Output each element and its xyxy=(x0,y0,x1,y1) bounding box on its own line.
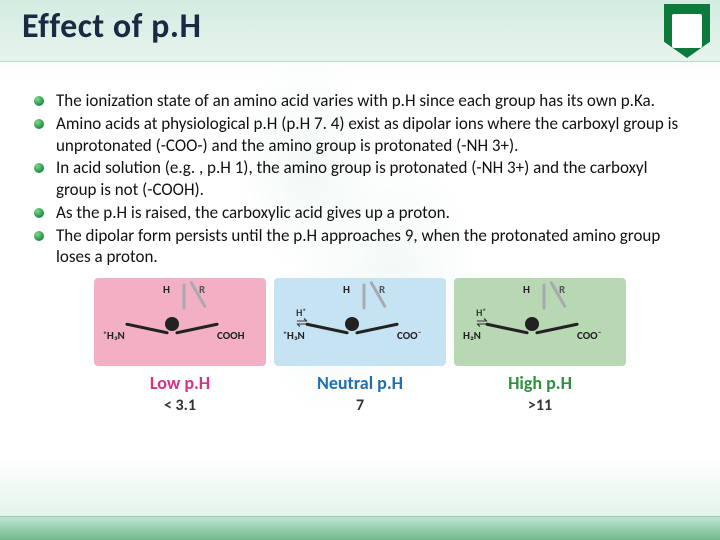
value-high-ph: >11 xyxy=(454,396,626,415)
bond-icon xyxy=(535,322,579,334)
atom-label-h: H xyxy=(523,283,530,296)
bond-icon xyxy=(543,284,546,310)
bond-icon xyxy=(363,284,366,310)
label-high-ph: High p.H xyxy=(454,372,626,394)
bond-icon xyxy=(125,322,169,334)
bullet-item: In acid solution (e.g. , p.H 1), the ami… xyxy=(34,157,686,201)
bullet-list: The ionization state of an amino acid va… xyxy=(34,90,686,268)
slide-title: Effect of p.H xyxy=(22,6,698,47)
molecule-low: H R ⁺H₃N COOH xyxy=(105,287,255,357)
bullet-item: Amino acids at physiological p.H (p.H 7.… xyxy=(34,113,686,157)
bond-icon xyxy=(175,322,219,334)
ph-label-row: Low p.H Neutral p.H High p.H xyxy=(80,372,640,394)
value-low-ph: < 3.1 xyxy=(94,396,266,415)
amino-label: ⁺H₃N xyxy=(103,329,125,342)
crest-logo xyxy=(664,4,710,58)
ph-diagram: H R ⁺H₃N COOH H R xyxy=(80,278,640,415)
equilibrium-arrows-icon: ⇌ xyxy=(458,319,504,326)
panel-low-ph: H R ⁺H₃N COOH xyxy=(94,278,266,366)
slide-body: The ionization state of an amino acid va… xyxy=(0,62,720,415)
label-neutral-ph: Neutral p.H xyxy=(274,372,446,394)
bullet-item: As the p.H is raised, the carboxylic aci… xyxy=(34,202,686,224)
atom-label-h: H xyxy=(343,283,350,296)
value-neutral-ph: 7 xyxy=(274,396,446,415)
carboxyl-label: COOH xyxy=(217,329,245,342)
central-carbon-icon xyxy=(345,317,359,331)
slide-header: Effect of p.H xyxy=(0,0,720,62)
carboxyl-label: COO⁻ xyxy=(397,329,422,342)
atom-label-h: H xyxy=(163,283,170,296)
central-carbon-icon xyxy=(525,317,539,331)
bond-icon xyxy=(355,322,399,334)
diagram-panels: H R ⁺H₃N COOH H R xyxy=(80,278,640,366)
equilibrium-1: H⁺ ⇌ xyxy=(278,306,324,326)
label-low-ph: Low p.H xyxy=(94,372,266,394)
central-carbon-icon xyxy=(165,317,179,331)
ph-value-row: < 3.1 7 >11 xyxy=(80,396,640,415)
bullet-item: The dipolar form persists until the p.H … xyxy=(34,225,686,269)
equilibrium-arrows-icon: ⇌ xyxy=(278,319,324,326)
bond-icon xyxy=(183,284,186,310)
carboxyl-label: COO⁻ xyxy=(577,329,602,342)
slide-footer-bar xyxy=(0,516,720,540)
bullet-item: The ionization state of an amino acid va… xyxy=(34,90,686,112)
equilibrium-2: H⁺ ⇌ xyxy=(458,306,504,326)
